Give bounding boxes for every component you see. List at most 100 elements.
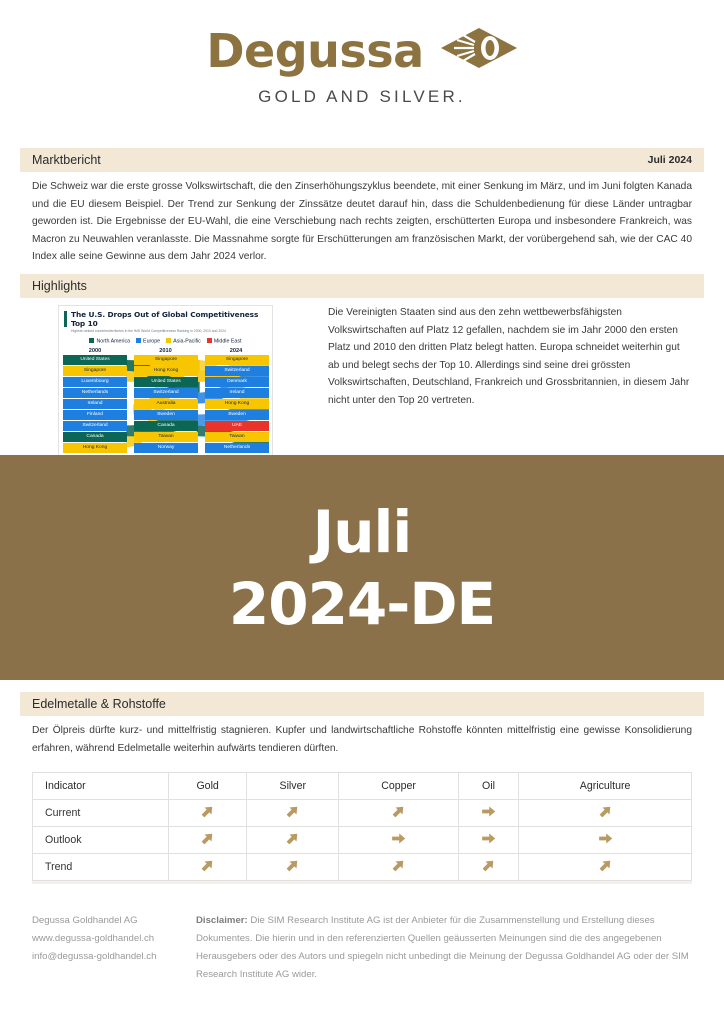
legend-item-middle-east: Middle East [206, 338, 242, 345]
ranking-column-2000: United States Singapore Luxembourg Nethe… [63, 354, 127, 454]
infographic-legend: North America Europe Asia-Pacific Middle… [59, 338, 272, 345]
rank-cell: Canada [63, 431, 127, 442]
infographic-header: The U.S. Drops Out of Global Competitive… [59, 306, 272, 336]
infographic-subtitle: Highest-ranked countries/territories in … [71, 329, 226, 333]
arrow-up-right-icon [390, 857, 407, 877]
table-row: Current [32, 799, 692, 827]
rank-cell: Switzerland [134, 387, 198, 398]
rank-cell: Netherlands [63, 387, 127, 398]
legend-item-asia-pacific: Asia-Pacific [166, 338, 201, 345]
brand-wordmark: Degussa [206, 23, 424, 78]
indicator-cell [246, 826, 340, 854]
indicator-cell [457, 853, 520, 881]
rank-cell: Switzerland [63, 420, 127, 431]
col-gold: Gold [167, 772, 248, 800]
infographic-body: United States Singapore Luxembourg Nethe… [59, 354, 272, 455]
rank-cell: United States [63, 354, 127, 365]
highlights-body: Die Vereinigten Staaten sind aus den zeh… [328, 307, 690, 406]
indicator-cell [338, 826, 459, 854]
indicator-cell [246, 799, 340, 827]
indicator-cell [167, 799, 248, 827]
section-header-highlights: Highlights [20, 274, 704, 298]
table-row: Outlook [32, 826, 692, 854]
rank-cell: Singapore [63, 365, 127, 376]
rank-cell: Ireland [63, 398, 127, 409]
arrow-right-icon [480, 830, 497, 850]
rank-cell: Denmark [205, 376, 269, 387]
rank-cell: Hong Kong [134, 365, 198, 376]
row-label: Current [32, 799, 169, 827]
table-row: Trend [32, 853, 692, 881]
table-header-row: Indicator Gold Silver Copper Oil Agricul… [32, 772, 692, 800]
accent-bar-icon [64, 311, 67, 327]
indicator-cell [457, 799, 520, 827]
footer-company: Degussa Goldhandel AG [32, 915, 138, 926]
infographic-year-headers: 2000 2010 2024 [59, 348, 272, 354]
section-title-marktbericht: Marktbericht [32, 153, 101, 167]
indicator-cell [518, 853, 692, 881]
rank-cell: Taiwan [134, 431, 198, 442]
year-header-2000: 2000 [88, 347, 102, 354]
rank-cell: Netherlands [205, 442, 269, 453]
year-header-2024: 2024 [229, 347, 243, 354]
indicator-cell [457, 826, 520, 854]
arrow-up-right-icon [597, 857, 614, 877]
arrow-up-right-icon [199, 803, 216, 823]
arrow-up-right-icon [199, 830, 216, 850]
rank-cell: Taiwan [205, 431, 269, 442]
ranking-column-2010: Singapore Hong Kong United States Switze… [134, 354, 198, 454]
indicator-cell [167, 853, 248, 881]
degussa-sun-diamond-logo-icon [440, 26, 518, 75]
year-header-2010: 2010 [159, 347, 172, 354]
section-header-edelmetalle: Edelmetalle & Rohstoffe [20, 692, 704, 716]
legend-swatch-icon [89, 338, 95, 343]
arrow-right-icon [597, 830, 614, 850]
footer-email-link[interactable]: info@degussa-goldhandel.ch [32, 951, 157, 962]
arrow-up-right-icon [390, 803, 407, 823]
legend-swatch-icon [166, 338, 172, 343]
rank-cell: Ireland [205, 387, 269, 398]
marktbericht-body: Die Schweiz war die erste grosse Volkswi… [32, 181, 692, 262]
footer-website-link[interactable]: www.degussa-goldhandel.ch [32, 933, 155, 944]
arrow-up-right-icon [199, 857, 216, 877]
competitiveness-infographic: The U.S. Drops Out of Global Competitive… [58, 305, 273, 457]
legend-item-north-america: North America [89, 338, 130, 345]
section-header-marktbericht: Marktbericht Juli 2024 [20, 148, 704, 172]
footer-disclaimer: Disclaimer: Die SIM Research Institute A… [196, 912, 696, 984]
legend-swatch-icon [206, 338, 212, 343]
arrow-up-right-icon [480, 857, 497, 877]
indicator-cell [246, 853, 340, 881]
indicator-cell [338, 799, 459, 827]
footer-contact: Degussa Goldhandel AG www.degussa-goldha… [32, 912, 156, 966]
brand-tagline: GOLD AND SILVER. [258, 87, 466, 106]
rank-cell: Hong Kong [63, 442, 127, 453]
report-period: Juli 2024 [647, 154, 692, 166]
edelmetalle-body: Der Ölpreis dürfte kurz- und mittelfrist… [32, 725, 692, 754]
col-oil: Oil [457, 772, 520, 800]
arrow-up-right-icon [597, 803, 614, 823]
rank-cell: Luxembourg [63, 376, 127, 387]
row-label: Trend [32, 853, 169, 881]
logo-row: Degussa [0, 26, 724, 75]
overlay-year-lang: 2024-DE [228, 569, 496, 638]
arrow-up-right-icon [284, 830, 301, 850]
infographic-title: The U.S. Drops Out of Global Competitive… [71, 310, 259, 328]
section-title-edelmetalle: Edelmetalle & Rohstoffe [32, 697, 166, 711]
col-indicator: Indicator [32, 772, 169, 800]
rank-cell: Canada [134, 420, 198, 431]
indicator-cell [167, 826, 248, 854]
arrow-right-icon [480, 803, 497, 823]
col-agriculture: Agriculture [518, 772, 692, 800]
legend-swatch-icon [136, 338, 142, 343]
rank-cell: Australia [134, 398, 198, 409]
arrow-up-right-icon [284, 803, 301, 823]
rank-cell: Norway [134, 442, 198, 453]
indicator-cell [518, 799, 692, 827]
col-copper: Copper [338, 772, 459, 800]
col-silver: Silver [246, 772, 340, 800]
disclaimer-label: Disclaimer: [196, 915, 248, 926]
rank-cell: Sweden [205, 409, 269, 420]
brand-logo: Degussa GOLD AND SILVER. [0, 26, 724, 107]
arrow-right-icon [390, 830, 407, 850]
